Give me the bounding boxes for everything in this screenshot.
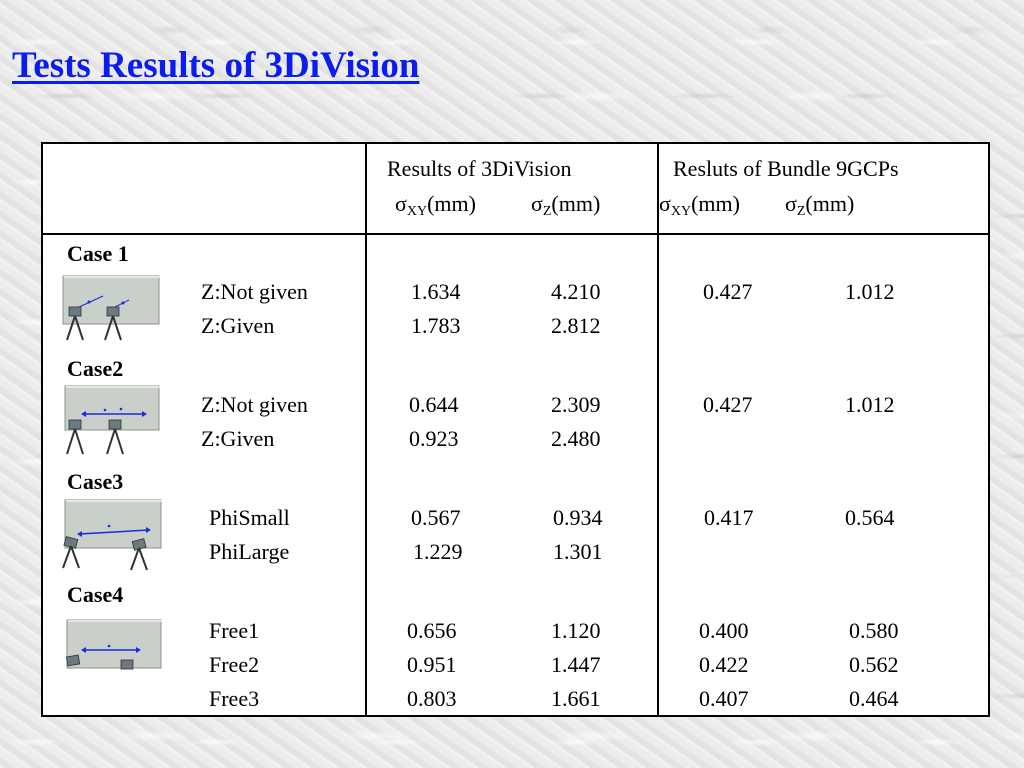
cell-bundle-sigma-z: 0.580 <box>849 618 899 643</box>
case-label: Case2 <box>67 356 124 381</box>
cell-bundle-sigma-xy: 0.427 <box>703 279 753 304</box>
cell-3d-sigma-xy: 0.656 <box>407 618 457 643</box>
case-label: Case 1 <box>67 241 129 266</box>
page-title: Tests Results of 3DiVision <box>12 45 420 86</box>
cell-bundle-sigma-xy: 0.407 <box>699 686 749 711</box>
row-name: Z:Given <box>201 426 275 451</box>
camera-setup-icon <box>62 275 161 341</box>
header-sigma-xy-bundle: σXY(mm) <box>659 191 740 219</box>
cell-3d-sigma-z: 1.301 <box>553 539 603 564</box>
cell-bundle-sigma-z: 0.562 <box>849 652 899 677</box>
cell-bundle-sigma-xy: 0.422 <box>699 652 749 677</box>
header-sigma-z-3d: σZ(mm) <box>531 191 601 219</box>
cell-3d-sigma-z: 1.120 <box>551 618 601 643</box>
case-label: Case3 <box>67 469 124 494</box>
cell-bundle-sigma-xy: 0.400 <box>699 618 749 643</box>
row-name: PhiSmall <box>209 505 290 530</box>
row-name: Z:Not given <box>201 279 308 304</box>
row-name: Free1 <box>209 618 260 643</box>
column-divider <box>657 144 659 715</box>
header-sigma-xy-3d: σXY(mm) <box>395 191 476 219</box>
cell-bundle-sigma-z: 1.012 <box>845 392 895 417</box>
case-label: Case4 <box>67 582 124 607</box>
row-name: Z:Not given <box>201 392 308 417</box>
cell-3d-sigma-z: 4.210 <box>551 279 601 304</box>
cell-3d-sigma-z: 2.812 <box>551 313 601 338</box>
header-sigma-z-bundle: σZ(mm) <box>785 191 855 219</box>
cell-bundle-sigma-xy: 0.417 <box>704 505 754 530</box>
cell-bundle-sigma-z: 1.012 <box>845 279 895 304</box>
cell-3d-sigma-xy: 0.644 <box>409 392 459 417</box>
results-table: Results of 3DiVision Resluts of Bundle 9… <box>41 142 990 717</box>
cell-3d-sigma-xy: 1.783 <box>411 313 461 338</box>
camera-setup-icon <box>64 385 161 455</box>
cell-3d-sigma-xy: 1.634 <box>411 279 461 304</box>
row-name: Z:Given <box>201 313 275 338</box>
column-divider <box>365 144 367 715</box>
cell-3d-sigma-z: 1.661 <box>551 686 601 711</box>
cell-bundle-sigma-xy: 0.427 <box>703 392 753 417</box>
cell-3d-sigma-z: 1.447 <box>551 652 601 677</box>
row-name: Free3 <box>209 686 260 711</box>
camera-setup-icon <box>65 619 163 670</box>
row-name: PhiLarge <box>209 539 290 564</box>
cell-3d-sigma-xy: 0.567 <box>411 505 461 530</box>
cell-3d-sigma-z: 0.934 <box>553 505 603 530</box>
cell-3d-sigma-xy: 1.229 <box>413 539 463 564</box>
header-divider <box>43 233 988 235</box>
cell-bundle-sigma-z: 0.564 <box>845 505 895 530</box>
cell-3d-sigma-z: 2.480 <box>551 426 601 451</box>
row-name: Free2 <box>209 652 260 677</box>
cell-3d-sigma-xy: 0.951 <box>407 652 457 677</box>
header-3division: Results of 3DiVision <box>387 156 572 181</box>
cell-3d-sigma-z: 2.309 <box>551 392 601 417</box>
header-bundle: Resluts of Bundle 9GCPs <box>673 156 899 181</box>
cell-3d-sigma-xy: 0.923 <box>409 426 459 451</box>
camera-setup-icon <box>62 499 163 571</box>
cell-3d-sigma-xy: 0.803 <box>407 686 457 711</box>
cell-bundle-sigma-z: 0.464 <box>849 686 899 711</box>
